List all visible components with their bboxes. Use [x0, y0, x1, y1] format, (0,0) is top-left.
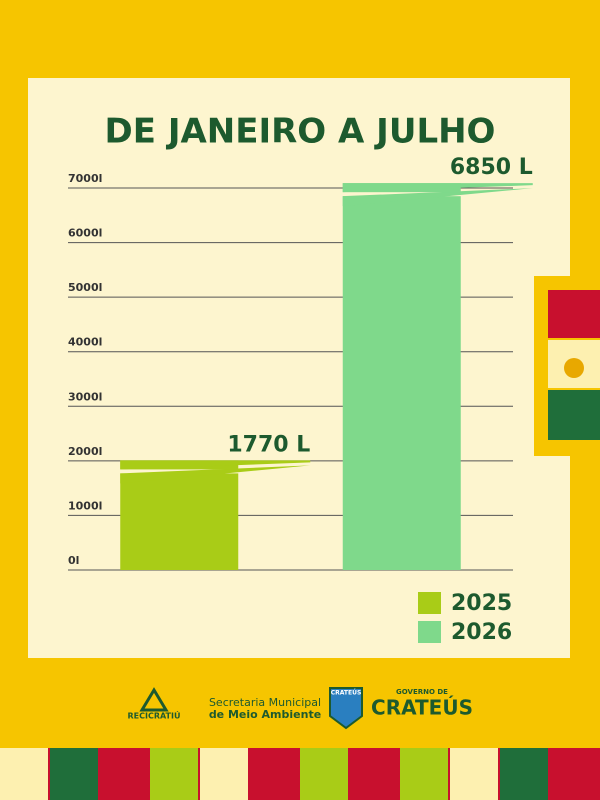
y-tick-label: 1000l: [68, 499, 102, 512]
y-tick-label: 0l: [68, 554, 79, 567]
bar-cap-tail: [120, 460, 311, 470]
footer-text: CRATEÚS: [331, 690, 362, 697]
legend-label: 2026: [451, 620, 512, 645]
y-tick-label: 6000l: [68, 227, 102, 240]
footer-text: GOVERNO DE: [396, 688, 448, 696]
footer-text: RECICRATIÚ: [127, 710, 180, 721]
footer-text: CRATEÚS: [371, 696, 473, 720]
y-tick-label: 7000l: [68, 172, 102, 185]
legend-swatch: [418, 621, 441, 643]
value-label: 6850 L: [450, 155, 533, 180]
bar: [120, 473, 239, 570]
bar-tail: [342, 188, 533, 207]
footer: RECICRATIÚ Secretaria Municipal de Meio …: [127, 687, 473, 730]
chart-title: DE JANEIRO A JULHO: [105, 112, 496, 152]
bottom-strip: [0, 748, 600, 800]
bar-cap-tail: [342, 183, 533, 193]
value-label: 1770 L: [227, 432, 310, 457]
legend-label: 2025: [451, 591, 512, 616]
bar-tail: [120, 465, 311, 484]
y-tick-label: 4000l: [68, 336, 102, 349]
footer-text: Secretaria Municipal: [209, 696, 321, 709]
y-tick-label: 3000l: [68, 390, 102, 403]
side-tile: [534, 276, 600, 456]
legend-swatch: [418, 592, 441, 614]
y-tick-label: 5000l: [68, 281, 102, 294]
bar: [342, 196, 461, 570]
panel: [28, 78, 570, 658]
y-tick-label: 2000l: [68, 445, 102, 458]
footer-text: de Meio Ambiente: [209, 708, 321, 721]
